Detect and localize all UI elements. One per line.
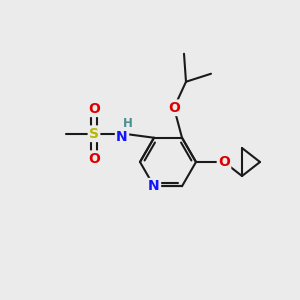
Text: S: S — [89, 127, 99, 141]
Text: O: O — [88, 102, 100, 116]
Text: O: O — [168, 101, 180, 115]
Text: O: O — [218, 155, 230, 169]
Text: O: O — [88, 152, 100, 166]
Text: N: N — [116, 130, 128, 144]
Text: H: H — [123, 117, 133, 130]
Text: N: N — [148, 179, 160, 193]
